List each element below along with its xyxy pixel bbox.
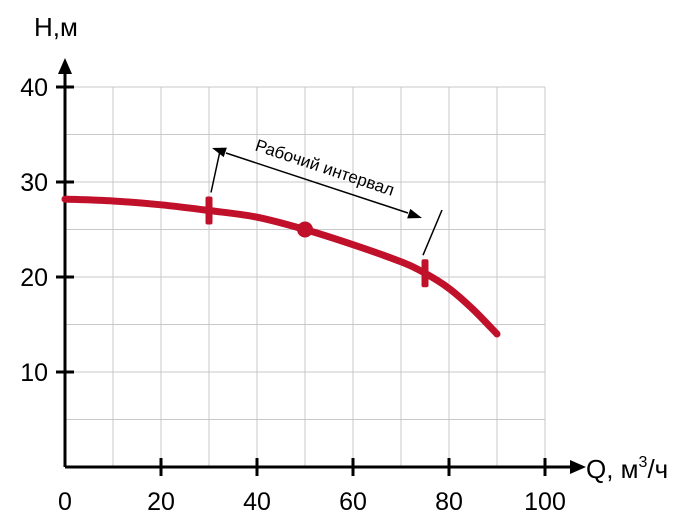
x-axis-title: Q, м3/ч — [586, 454, 668, 484]
x-tick-label-40: 40 — [243, 488, 271, 516]
y-tick-label-10: 10 — [20, 359, 48, 387]
range-leader-right — [422, 209, 443, 256]
chart-series — [61, 195, 501, 338]
y-tick-label-30: 30 — [20, 169, 48, 197]
chart-axes — [58, 58, 586, 474]
x-axis-arrow — [570, 460, 586, 474]
x-tick-label-0: 0 — [58, 488, 72, 516]
chart-grid — [65, 86, 546, 467]
x-tick-label-20: 20 — [147, 488, 175, 516]
range-leader-left — [210, 150, 221, 193]
y-axis-arrow — [58, 58, 72, 74]
operating-point-marker — [297, 221, 313, 238]
series-line-0 — [61, 195, 501, 338]
range-arrowhead-left — [212, 147, 227, 158]
range-arrow-line — [225, 152, 409, 214]
range-label: Рабочий интервал — [253, 136, 397, 200]
x-axis-title-end: /ч — [647, 454, 668, 484]
x-tick-label-100: 100 — [524, 488, 566, 516]
y-tick-label-20: 20 — [20, 264, 48, 292]
chart-ticks: 0 20 40 60 80 100 10 20 30 40 — [20, 74, 566, 516]
y-tick-label-40: 40 — [20, 74, 48, 102]
x-axis-title-superscript: 3 — [639, 454, 648, 471]
range-boundary-marker-75 — [421, 259, 429, 288]
range-boundary-marker-30 — [205, 196, 213, 225]
y-axis-title: H,м — [34, 12, 78, 42]
x-axis-title-main: Q, м — [586, 454, 639, 484]
x-tick-label-60: 60 — [339, 488, 367, 516]
x-tick-label-80: 80 — [435, 488, 463, 516]
range-arrowhead-right — [407, 208, 422, 219]
